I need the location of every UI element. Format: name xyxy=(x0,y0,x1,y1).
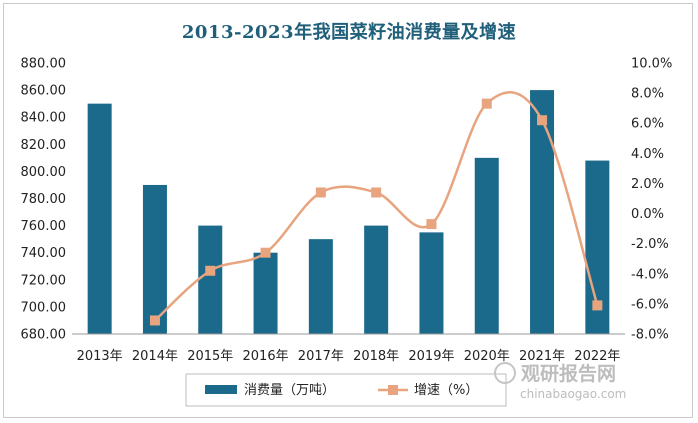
growth-point xyxy=(315,187,326,198)
growth-point xyxy=(149,315,160,326)
right-axis-tick: -6.0% xyxy=(631,297,669,312)
growth-point xyxy=(592,300,603,311)
left-axis-tick: 700.00 xyxy=(21,300,67,315)
bar-consumption xyxy=(87,103,112,335)
x-axis-tick: 2020年 xyxy=(464,349,510,364)
right-axis-tick: 6.0% xyxy=(631,117,664,132)
bar-consumption xyxy=(253,252,278,334)
bar-consumption xyxy=(474,157,499,334)
left-axis-tick: 880.00 xyxy=(21,57,67,72)
x-axis-tick: 2017年 xyxy=(298,349,344,364)
x-axis-tick: 2016年 xyxy=(243,349,289,364)
left-axis-tick: 800.00 xyxy=(21,165,67,180)
left-axis-tick: 760.00 xyxy=(21,219,67,234)
watermark-logo-icon xyxy=(494,362,516,384)
x-axis-tick: 2021年 xyxy=(519,349,565,364)
growth-point xyxy=(481,98,492,109)
left-axis-tick: 740.00 xyxy=(21,246,67,261)
x-axis-tick: 2015年 xyxy=(187,349,233,364)
left-axis-tick: 780.00 xyxy=(21,192,67,207)
growth-point xyxy=(371,187,382,198)
x-axis-tick: 2014年 xyxy=(132,349,178,364)
bar-consumption xyxy=(198,225,223,334)
legend-line-marker xyxy=(388,385,398,395)
chart-frame xyxy=(3,3,693,418)
watermark-url: chinabaogao.com xyxy=(520,387,626,401)
right-axis-tick: -8.0% xyxy=(631,328,669,343)
right-axis-tick: -2.0% xyxy=(631,237,669,252)
bar-consumption xyxy=(364,225,389,334)
x-axis-tick: 2018年 xyxy=(353,349,399,364)
x-axis-tick: 2013年 xyxy=(77,349,123,364)
growth-point xyxy=(260,247,271,258)
bar-consumption xyxy=(308,239,333,334)
left-axis-tick: 680.00 xyxy=(21,328,67,343)
left-axis-tick: 840.00 xyxy=(21,111,67,126)
bar-consumption xyxy=(419,232,444,334)
growth-point xyxy=(426,219,437,230)
right-axis-tick: 4.0% xyxy=(631,147,664,162)
x-axis-tick: 2022年 xyxy=(574,349,620,364)
bar-consumption xyxy=(142,184,167,334)
legend-line-label: 增速（%） xyxy=(414,383,478,398)
legend-bar-swatch xyxy=(205,385,237,394)
left-axis-tick: 720.00 xyxy=(21,273,67,288)
right-axis-tick: 2.0% xyxy=(631,177,664,192)
right-axis-tick: 0.0% xyxy=(631,207,664,222)
right-axis-tick: 8.0% xyxy=(631,87,664,102)
legend-bar-label: 消费量（万吨） xyxy=(244,383,335,398)
legend-box xyxy=(185,373,507,407)
watermark-brand: 观研报告网 xyxy=(521,362,616,385)
x-axis-tick: 2019年 xyxy=(408,349,454,364)
bar-consumption xyxy=(530,90,555,334)
left-axis-tick: 860.00 xyxy=(21,84,67,99)
left-axis-tick: 820.00 xyxy=(21,138,67,153)
chart-title: 2013-2023年我国菜籽油消费量及增速 xyxy=(181,22,517,43)
right-axis-tick: 10.0% xyxy=(631,57,672,72)
right-axis-tick: -4.0% xyxy=(631,267,669,282)
growth-point xyxy=(205,265,216,276)
growth-point xyxy=(537,115,548,126)
